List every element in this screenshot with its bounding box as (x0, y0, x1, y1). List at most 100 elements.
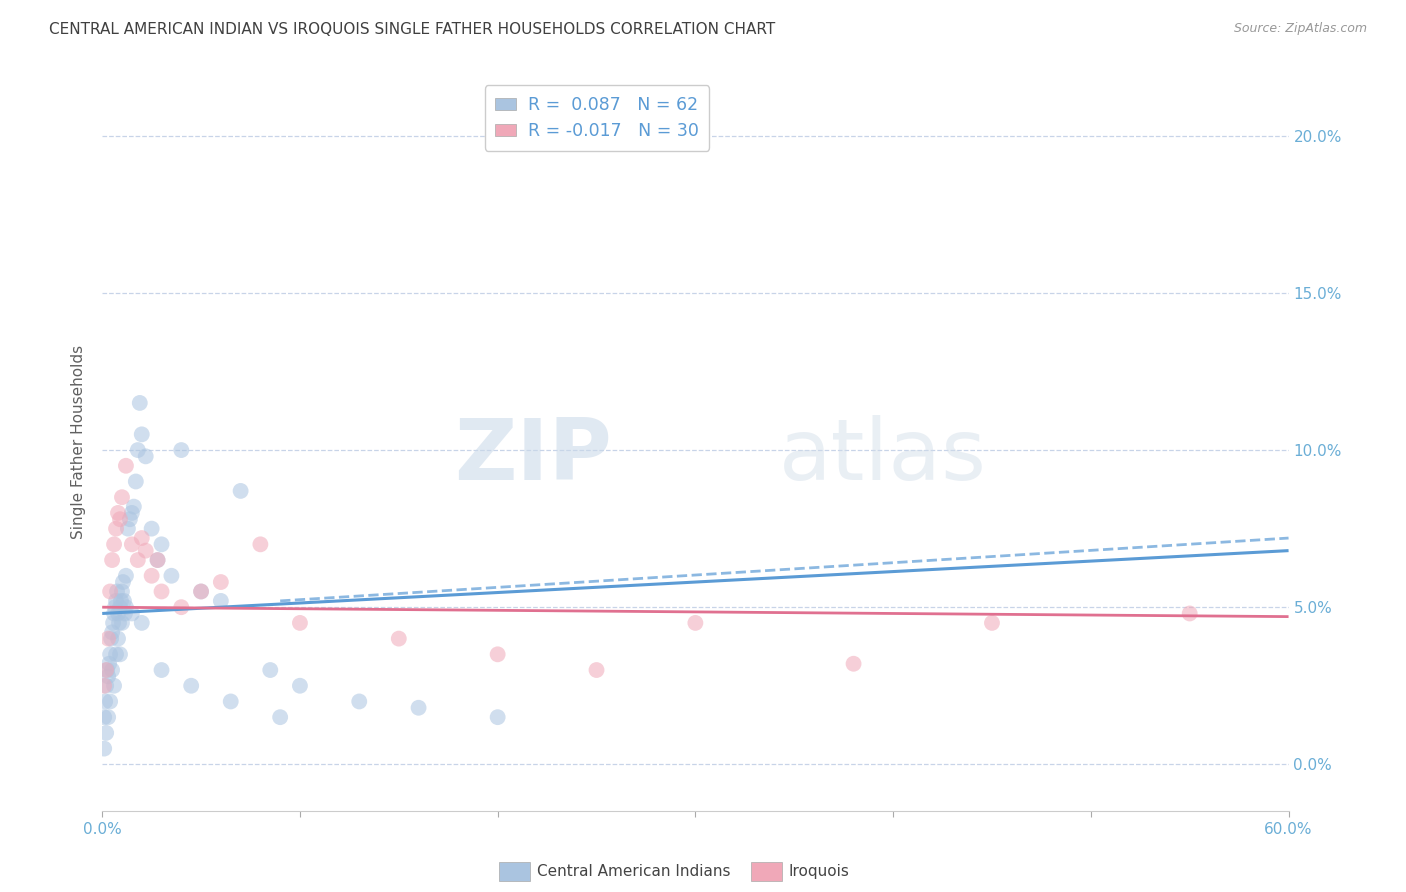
Point (107, 506, 129, 520)
Point (96, 663, 118, 677)
Point (170, 600, 193, 615)
Point (93, 710, 115, 724)
Text: CENTRAL AMERICAN INDIAN VS IROQUOIS SINGLE FATHER HOUSEHOLDS CORRELATION CHART: CENTRAL AMERICAN INDIAN VS IROQUOIS SING… (49, 22, 776, 37)
Point (96, 663, 118, 677)
Point (122, 500, 145, 514)
Point (981, 615, 1004, 630)
Point (93, 679, 115, 693)
Point (259, 663, 281, 677)
Point (105, 522, 128, 536)
Point (585, 663, 607, 677)
Point (190, 584, 212, 599)
Legend: R =  0.087   N = 62, R = -0.017   N = 30: R = 0.087 N = 62, R = -0.017 N = 30 (485, 86, 709, 151)
Point (111, 615, 134, 630)
Point (125, 475, 148, 489)
Point (288, 679, 311, 693)
Point (117, 522, 139, 536)
Point (131, 427, 153, 442)
Point (98, 584, 121, 599)
Y-axis label: Single Father Households: Single Father Households (72, 345, 86, 540)
Point (107, 607, 129, 621)
Point (94, 694, 117, 708)
Point (842, 657, 865, 671)
Point (388, 632, 411, 646)
Point (349, 694, 371, 708)
Point (146, 553, 169, 567)
Point (98, 648, 121, 662)
Point (110, 594, 132, 608)
Point (170, 443, 193, 458)
Point (127, 443, 149, 458)
Point (141, 568, 163, 582)
Point (107, 632, 129, 646)
Point (103, 607, 125, 621)
Point (111, 575, 134, 590)
Point (105, 584, 128, 599)
Point (131, 615, 153, 630)
Point (150, 584, 173, 599)
Point (98, 694, 121, 708)
Point (209, 594, 232, 608)
Point (97, 669, 120, 683)
Point (108, 600, 131, 615)
Point (150, 537, 173, 551)
Point (101, 615, 124, 630)
Point (486, 648, 509, 662)
Point (131, 531, 153, 545)
Point (121, 607, 143, 621)
Point (108, 648, 131, 662)
Text: ZIP: ZIP (454, 416, 613, 499)
Point (111, 490, 134, 504)
Point (150, 663, 173, 677)
Point (135, 450, 157, 464)
Point (93, 741, 115, 756)
Point (96, 726, 118, 740)
Point (219, 694, 242, 708)
Point (408, 700, 430, 714)
Point (104, 600, 127, 615)
Point (1178, 607, 1201, 621)
Point (190, 584, 212, 599)
Point (209, 575, 232, 590)
Text: Iroquois: Iroquois (789, 864, 849, 879)
Point (269, 710, 291, 724)
Point (115, 568, 138, 582)
Point (108, 615, 131, 630)
Point (105, 648, 128, 662)
Point (103, 679, 125, 693)
Point (685, 615, 707, 630)
Text: Source: ZipAtlas.com: Source: ZipAtlas.com (1233, 22, 1367, 36)
Point (141, 522, 163, 536)
Point (97, 710, 120, 724)
Point (96, 679, 118, 693)
Point (118, 512, 141, 526)
Point (103, 537, 125, 551)
Point (229, 483, 252, 498)
Point (146, 553, 169, 567)
Point (101, 625, 124, 640)
Point (288, 615, 311, 630)
Text: atlas: atlas (779, 416, 987, 499)
Point (115, 458, 138, 473)
Point (101, 553, 124, 567)
Point (486, 710, 509, 724)
Point (97, 632, 120, 646)
Point (101, 663, 124, 677)
Point (249, 537, 271, 551)
Text: Central American Indians: Central American Indians (537, 864, 731, 879)
Point (160, 568, 183, 582)
Point (121, 537, 143, 551)
Point (127, 553, 149, 567)
Point (105, 594, 128, 608)
Point (115, 600, 138, 615)
Point (128, 396, 150, 410)
Point (180, 679, 202, 693)
Point (108, 512, 131, 526)
Point (98, 657, 121, 671)
Point (111, 584, 134, 599)
Point (114, 607, 136, 621)
Point (135, 543, 157, 558)
Point (121, 506, 143, 520)
Point (112, 594, 135, 608)
Point (100, 632, 122, 646)
